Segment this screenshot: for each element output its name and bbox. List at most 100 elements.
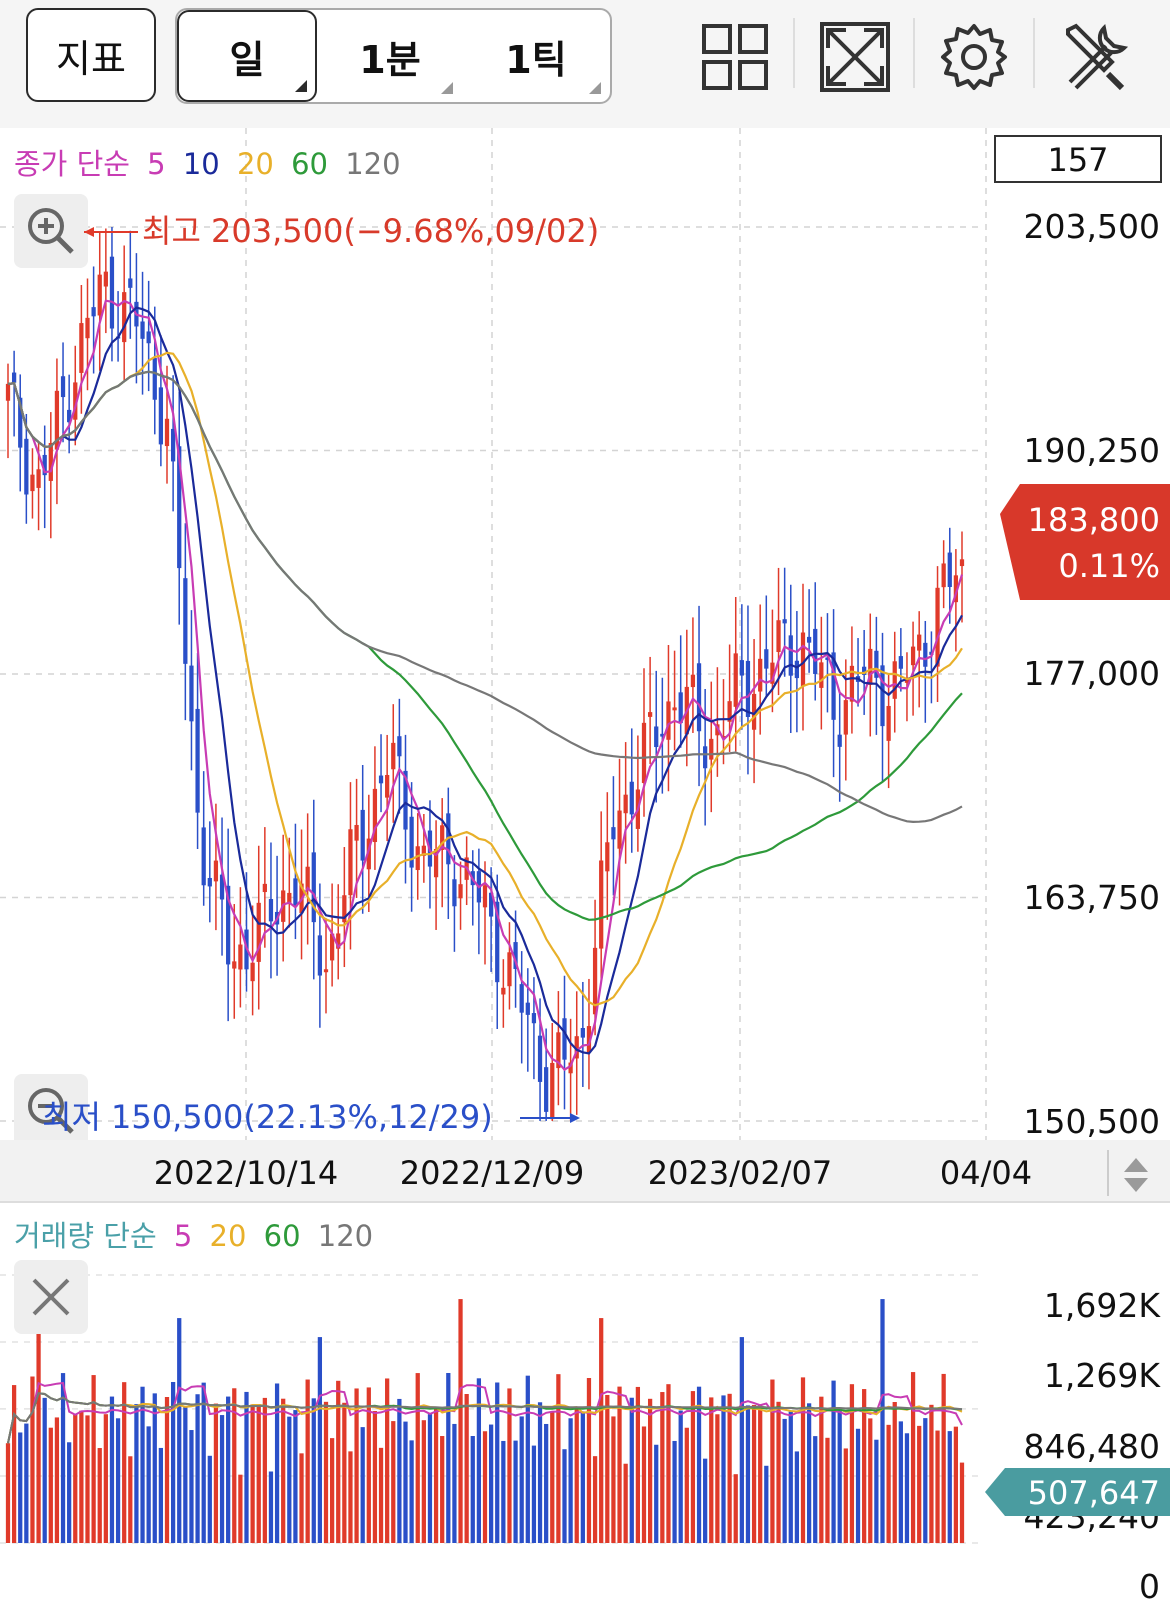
candle-body <box>164 418 170 447</box>
scroll-arrows-icon[interactable] <box>1107 1150 1148 1196</box>
volume-bar <box>647 1398 653 1543</box>
candle-body <box>256 902 261 962</box>
candle-body <box>592 947 598 1015</box>
candle-body <box>103 271 108 287</box>
candle-body <box>219 874 225 900</box>
volume-bar <box>24 1423 29 1543</box>
candle-body <box>739 660 744 676</box>
indicator-button[interactable]: 지표 <box>26 8 156 102</box>
candle-body <box>544 1067 549 1112</box>
candle-body <box>30 474 35 492</box>
volume-tick: 846,480 <box>1024 1427 1160 1466</box>
date-tick: 2023/02/07 <box>648 1154 832 1192</box>
candle-body <box>342 895 347 923</box>
gear-icon[interactable] <box>935 18 1013 96</box>
volume-bar <box>501 1440 506 1543</box>
volume-bar <box>605 1394 610 1543</box>
candle-body <box>678 692 683 724</box>
candle-body <box>733 653 738 707</box>
price-legend-ma120: 120 <box>345 147 400 181</box>
volume-bar <box>782 1418 787 1543</box>
volume-bar <box>60 1373 66 1543</box>
candle-body <box>329 933 335 961</box>
candle-body <box>562 1018 567 1060</box>
tools-icon[interactable] <box>1056 18 1134 96</box>
candle-body <box>128 278 133 288</box>
candle-body <box>904 678 910 683</box>
fullscreen-icon[interactable] <box>816 18 894 96</box>
candle-body <box>48 442 53 481</box>
candle-body <box>73 382 78 420</box>
volume-bar <box>666 1384 671 1543</box>
volume-bar <box>592 1456 598 1543</box>
volume-bar <box>923 1418 928 1543</box>
visible-count-value: 157 <box>1047 141 1108 179</box>
candle-body <box>317 935 323 976</box>
low-marker-arrow <box>570 1113 580 1123</box>
candle-body <box>629 781 634 815</box>
visible-count-box[interactable] <box>994 135 1162 183</box>
candle-body <box>385 774 390 798</box>
volume-bar <box>495 1382 500 1543</box>
grid-icon[interactable] <box>696 18 774 96</box>
price-panel-background <box>0 128 1170 1168</box>
zoom-out-icon[interactable] <box>14 1074 88 1148</box>
volume-bar <box>409 1440 414 1543</box>
candle-body <box>703 746 708 769</box>
volume-bar <box>874 1439 879 1543</box>
volume-bar <box>831 1380 836 1543</box>
volume-bar <box>843 1448 848 1543</box>
candle-body <box>501 987 506 995</box>
volume-tick: 1,692K <box>1044 1286 1161 1325</box>
candle-body <box>378 775 384 784</box>
candle-body <box>800 632 806 686</box>
volume-bar <box>770 1379 775 1543</box>
candle-body <box>751 693 757 730</box>
volume-bar <box>366 1387 371 1543</box>
candle-body <box>556 1032 561 1069</box>
candle-body <box>97 274 102 316</box>
candle-body <box>11 372 17 383</box>
volume-bar <box>67 1442 72 1543</box>
period-1min-button[interactable]: 1분 <box>319 10 461 102</box>
candle-body <box>617 810 622 849</box>
date-tick: 2022/12/09 <box>400 1154 584 1192</box>
volume-bar <box>317 1337 323 1543</box>
candle-body <box>262 883 267 893</box>
high-price-label: 최고 203,500(−9.68%,09/02) <box>142 212 599 250</box>
candle-body <box>360 809 365 861</box>
volume-bar <box>703 1458 708 1543</box>
zoom-in-icon[interactable] <box>14 194 88 268</box>
volume-bar <box>440 1436 445 1543</box>
price-axis: 203,500 190,250 177,000 163,750 150,500 <box>1024 207 1160 1141</box>
low-price-label: 최저 150,500(22.13%,12/29) <box>42 1098 493 1136</box>
candle-body <box>886 705 891 741</box>
period-day-button[interactable]: 일 <box>177 10 317 102</box>
volume-bar <box>819 1396 824 1543</box>
volume-ma5-line <box>7 1381 963 1444</box>
volume-bar <box>385 1378 390 1543</box>
volume-bar <box>929 1404 934 1543</box>
candle-body <box>764 649 769 669</box>
candle-body <box>898 656 903 669</box>
volume-bar <box>715 1414 720 1543</box>
period-1tick-button[interactable]: 1틱 <box>463 10 609 102</box>
candle-body <box>647 712 653 717</box>
moving-average-lines <box>7 299 964 1072</box>
period-1min-label: 1분 <box>359 37 421 82</box>
close-volume-icon[interactable] <box>14 1260 88 1334</box>
current-price-value: 183,800 <box>1028 501 1160 539</box>
stock-chart[interactable]: 종가 단순 5 10 20 60 120 157 최고 203,500(−9.6… <box>0 128 1170 1606</box>
volume-ma20-line <box>7 1392 963 1444</box>
candle-body <box>641 722 647 784</box>
candle-body <box>183 578 188 664</box>
volume-bar <box>947 1431 952 1543</box>
volume-bar <box>855 1428 861 1543</box>
candle-body <box>580 1027 585 1038</box>
candle-body <box>54 390 60 450</box>
candle-body <box>109 256 115 329</box>
volume-bar <box>476 1378 482 1543</box>
candle-body <box>336 933 341 949</box>
candle-body <box>666 701 671 740</box>
volume-bar <box>226 1396 231 1543</box>
